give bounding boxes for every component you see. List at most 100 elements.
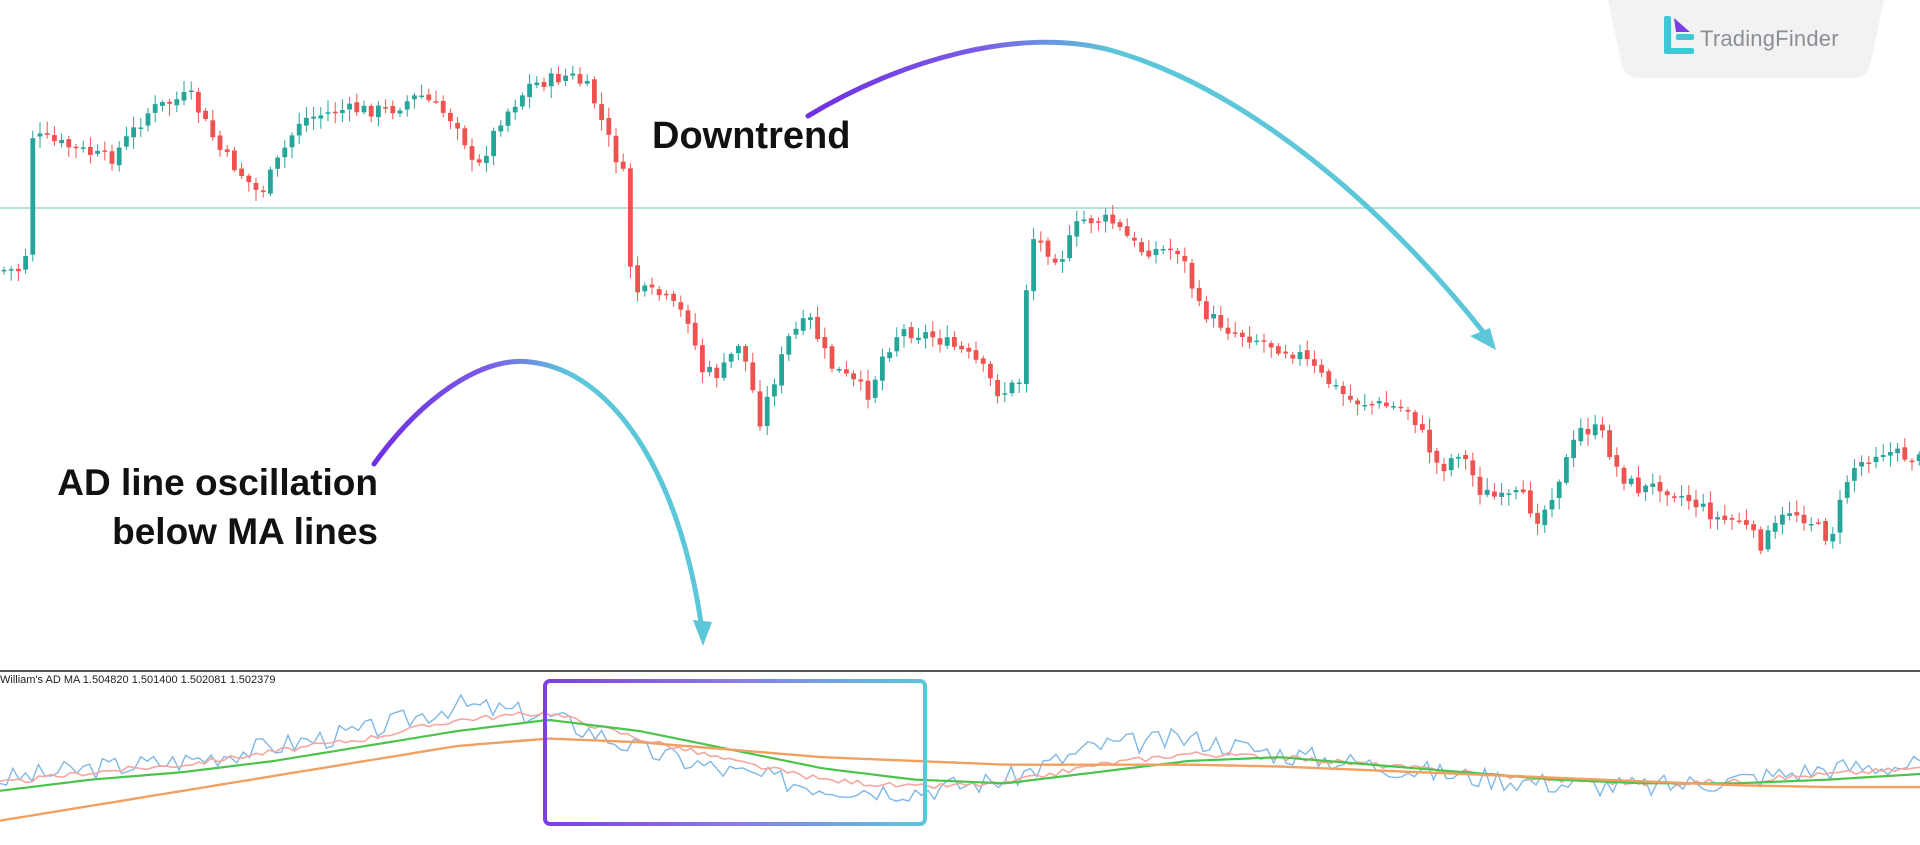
candle-body [1722,515,1728,520]
candle-body [930,331,936,338]
candle-body [1016,382,1022,384]
candle-body [901,329,907,337]
candle-body [1009,382,1015,394]
candle-body [1261,340,1267,342]
candle-body [246,175,252,183]
candle-body [1333,385,1339,387]
candle-body [1837,499,1843,533]
candle-body [1384,402,1389,407]
candle-body [1074,221,1080,237]
candle-body [707,366,712,373]
candle-body [469,146,475,160]
indicator-panel-label: William's AD MA 1.504820 1.501400 1.5020… [0,674,276,686]
candle-body [916,337,921,341]
candle-body [368,105,374,117]
candle-body [1326,371,1332,384]
candle-body [1024,290,1029,384]
candle-body [1319,364,1324,373]
candle-body [1765,530,1771,550]
candle-body [448,112,453,122]
candle-body [736,345,741,354]
candle-body [59,139,64,144]
candle-body [1117,222,1123,228]
ad-line-annotation: AD line oscillation below MA lines [20,458,378,556]
candle-body [397,110,403,114]
candle-body [800,318,806,331]
candle-body [80,147,86,149]
candle-body [1124,226,1130,236]
candlesticks-group [1,65,1920,555]
candle-body [152,104,158,113]
candle-body [973,350,979,360]
candle-body [1182,255,1188,262]
candle-body [1110,214,1116,224]
candle-body [145,113,151,126]
indicator-series-1 [0,693,1920,802]
candle-body [66,139,72,148]
candle-body [1607,430,1612,457]
candle-body [426,94,432,101]
candle-body [664,293,669,296]
candle-body [1376,401,1382,404]
candle-body [275,157,280,169]
indicator-series-3 [0,718,1920,792]
candle-body [1456,456,1461,459]
candle-body [692,322,698,346]
candle-body [887,352,892,359]
candle-body [1736,520,1742,523]
candle-body [1506,493,1512,495]
candle-body [628,168,633,267]
candle-body [1153,248,1159,256]
candle-body [836,369,842,371]
candle-body [1268,343,1274,348]
candle-body [188,90,194,92]
candle-body [1304,350,1310,360]
candle-body [8,269,14,271]
candle-body [1780,514,1785,525]
ad-arrow [371,358,705,633]
candle-body [1693,499,1699,508]
candle-body [743,346,748,362]
candle-body [1067,235,1072,259]
candle-body [268,169,273,194]
candle-body [1225,327,1231,334]
candle-body [37,133,43,137]
candle-body [1,269,7,272]
candle-body [325,112,331,114]
candle-body [908,327,914,339]
candle-body [678,302,684,310]
candle-body [390,106,396,114]
candle-body [73,146,79,149]
indicator-series-4 [0,737,1920,822]
candle-body [1794,512,1800,516]
candle-body [1499,492,1504,497]
candle-body [1643,485,1648,493]
candle-body [296,123,302,136]
candle-body [534,82,540,86]
candle-body [599,104,604,120]
candle-body [1441,463,1447,472]
candle-body [491,130,496,157]
candle-body [1830,533,1836,542]
candle-body [959,345,964,350]
candle-body [1096,221,1101,223]
brand-name[interactable]: TradingFinder [1700,26,1839,51]
candle-body [1434,450,1440,463]
candle-body [570,73,576,76]
candle-body [944,337,950,346]
candle-body [1031,239,1036,292]
candle-body [253,183,259,190]
candle-body [1204,301,1209,320]
candle-body [584,80,590,84]
candle-body [1520,489,1526,493]
candle-body [1535,512,1540,524]
candle-body [1088,218,1094,224]
candle-body [23,256,28,270]
candle-body [988,363,993,379]
candle-body [1758,529,1764,551]
candle-body [1571,439,1576,459]
downtrend-label: Downtrend [652,115,851,157]
candle-body [1686,494,1692,502]
candle-body [1484,489,1490,495]
